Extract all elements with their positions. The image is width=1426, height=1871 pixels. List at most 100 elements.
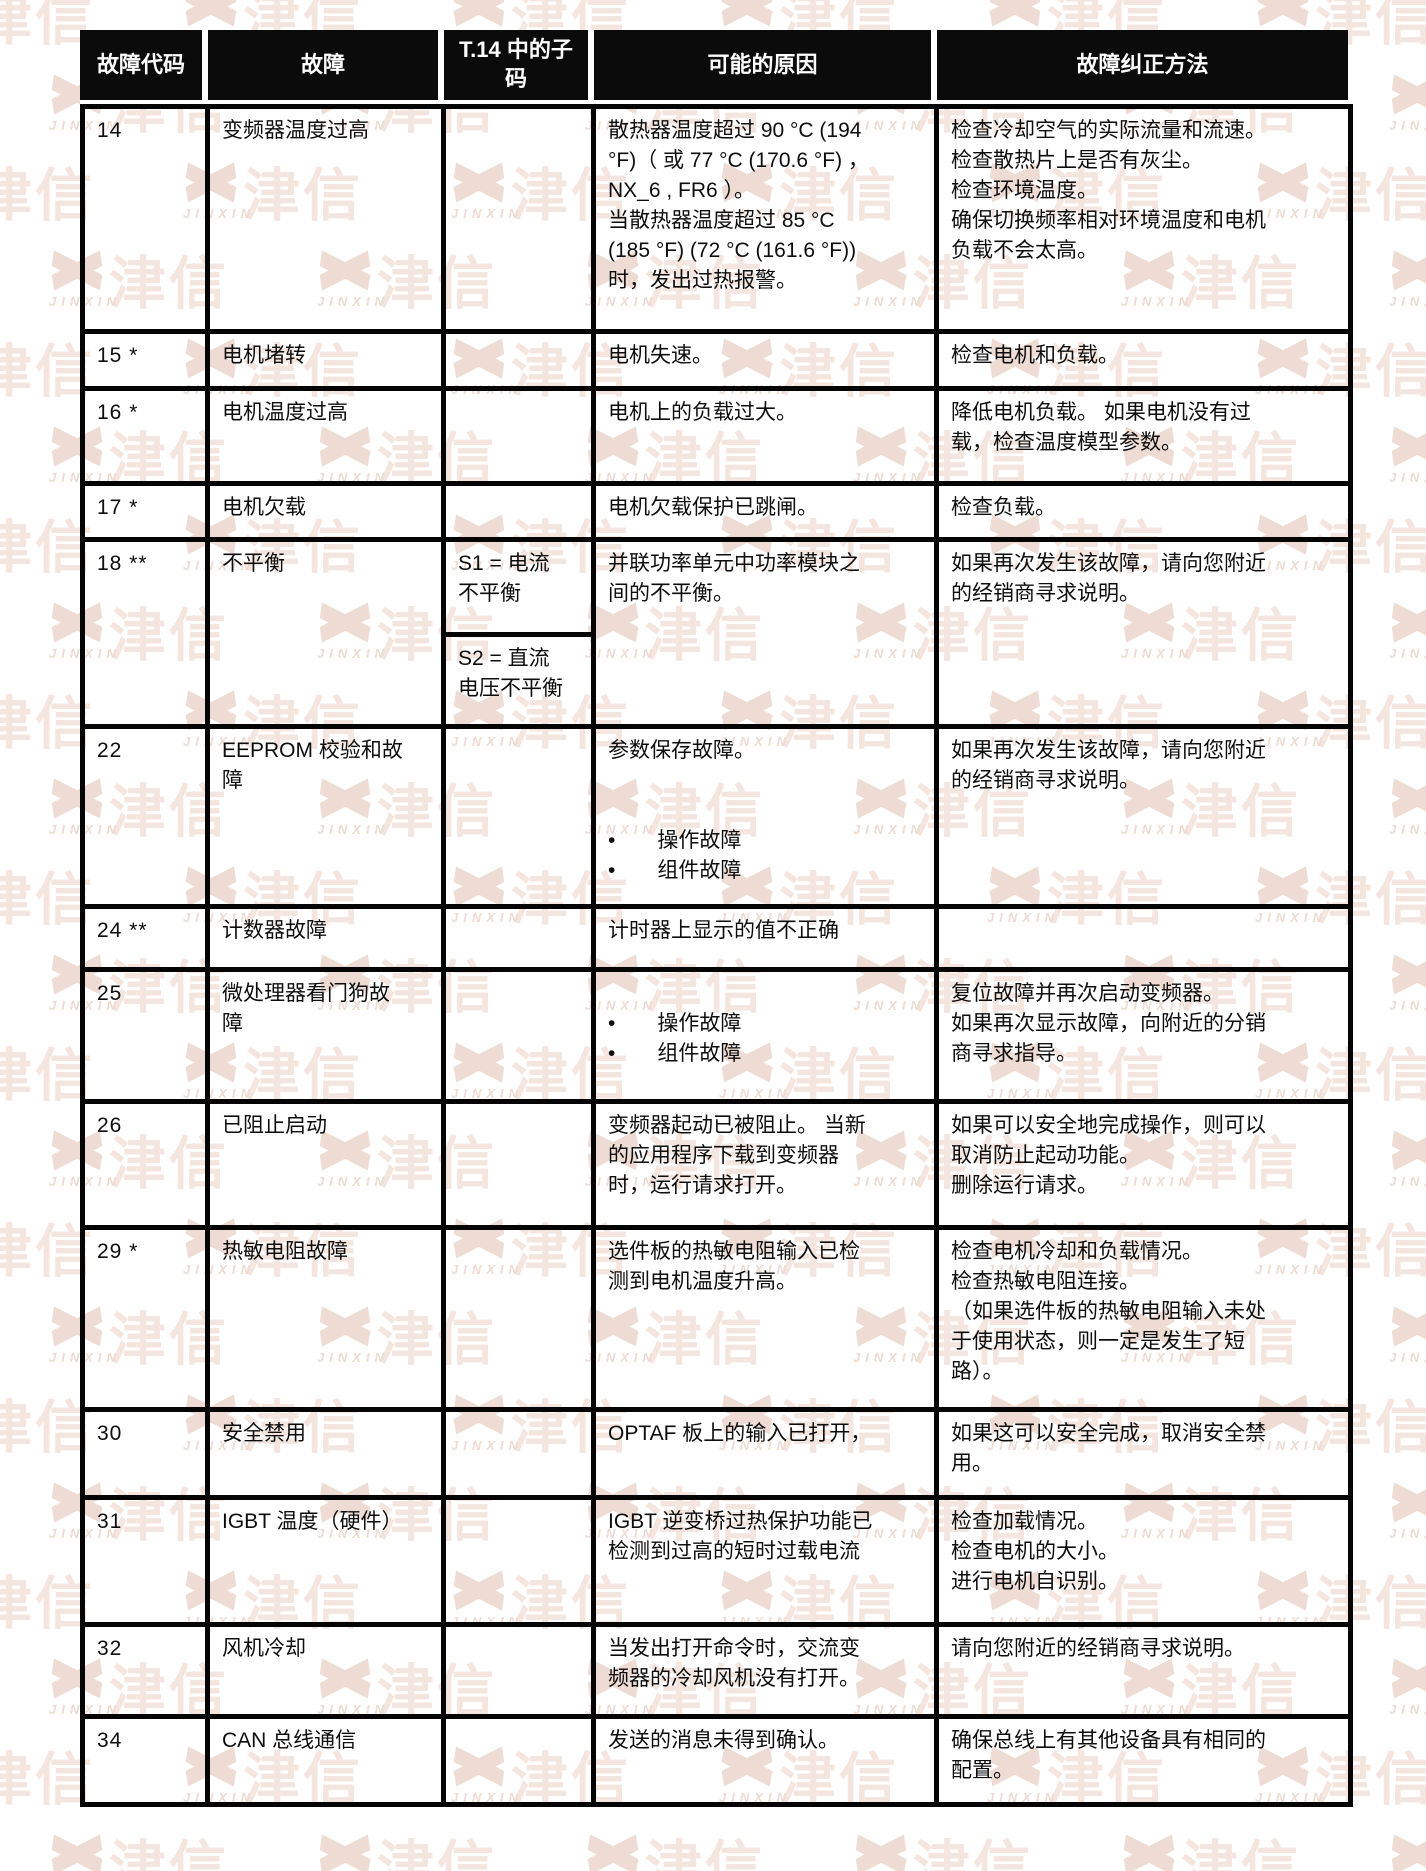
cell-fix: 检查电机冷却和负载情况。 检查热敏电阻连接。 （如果选件板的热敏电阻输入未处 于…: [934, 1225, 1353, 1412]
watermark-brand-cn: 津信: [645, 1836, 765, 1871]
header-fault: 故障: [208, 30, 438, 100]
cell-cause: • 操作故障 • 组件故障: [591, 967, 939, 1104]
table-row-24: 24 ** 计数器故障 计时器上显示的值不正确: [80, 904, 1353, 972]
table-row-15: 15 * 电机堵转 电机失速。 检查电机和负载。: [80, 329, 1353, 391]
cell-fault-code: 29 *: [80, 1225, 210, 1412]
cell-subcode-s2: S2 = 直流 电压不平衡: [441, 632, 596, 729]
cell-fault: 风机冷却: [205, 1622, 446, 1719]
cell-cause: 电机欠载保护已跳闸。: [591, 481, 939, 542]
cell-fault-code: 18 **: [80, 537, 210, 729]
header-cause: 可能的原因: [594, 30, 931, 100]
table-row-29: 29 * 热敏电阻故障 选件板的热敏电阻输入已检 测到电机温度升高。 检查电机冷…: [80, 1225, 1353, 1412]
jinxin-x-logo-icon: [451, 0, 507, 28]
jinxin-x-logo-icon: [1389, 952, 1426, 996]
watermark-brand-cn: 津信: [0, 1572, 95, 1636]
table-row-34: 34 CAN 总线通信 发送的消息未得到确认。 确保总线上有其他设备具有相同的 …: [80, 1714, 1353, 1807]
jinxin-x-logo-icon: [987, 0, 1043, 28]
watermark-brand-en: JINXIN: [1389, 1526, 1426, 1541]
cell-fix: 复位故障并再次启动变频器。 如果再次显示故障，向附近的分销 商寻求指导。: [934, 967, 1353, 1104]
watermark-brand-cn: 津信: [0, 1044, 95, 1108]
cell-subcode: [441, 967, 596, 1104]
jinxin-x-logo-icon: [1389, 1304, 1426, 1348]
watermark-brand-cn: 津信: [0, 0, 95, 52]
cell-fault-code: 22: [80, 724, 210, 909]
table-header-row: 故障代码 故障 T.14 中的子码 可能的原因 故障纠正方法: [80, 30, 1348, 104]
cell-fault-code: 15 *: [80, 329, 210, 391]
cell-fault-code: 26: [80, 1099, 210, 1230]
header-fault-code: 故障代码: [80, 30, 202, 100]
table-row-14: 14 变频器温度过高 散热器温度超过 90 °C (194 °F)（ 或 77 …: [80, 104, 1353, 334]
jinxin-x-logo-icon: [585, 1832, 641, 1871]
watermark-brand-en: JINXIN: [1389, 1174, 1426, 1189]
cell-cause: 电机失速。: [591, 329, 939, 391]
watermark-brand-cn: 津信: [0, 1396, 95, 1460]
watermark-brand-cn: 津信: [1181, 1836, 1301, 1871]
jinxin-x-logo-icon: [317, 1832, 373, 1871]
watermark-brand-cn: 津信: [0, 1220, 95, 1284]
jinxin-x-logo-icon: [1389, 248, 1426, 292]
watermark-brand-cn: 津信: [377, 1836, 497, 1871]
watermark-brand-en: JINXIN: [1389, 470, 1426, 485]
watermark-brand-cn: 津信: [0, 164, 95, 228]
cell-cause: 变频器起动已被阻止。 当新 的应用程序下载到变频器 时，运行请求打开。: [591, 1099, 939, 1230]
cell-fix: 检查负载。: [934, 481, 1353, 542]
cell-subcode: [441, 481, 596, 542]
watermark-brand-en: JINXIN: [1389, 118, 1426, 133]
watermark-brand-cn: 津信: [0, 340, 95, 404]
cell-fault: 电机堵转: [205, 329, 446, 391]
jinxin-x-logo-icon: [1389, 72, 1426, 116]
cell-fault-code: 30: [80, 1407, 210, 1500]
cell-fault: 微处理器看门狗故 障: [205, 967, 446, 1104]
jinxin-x-logo-icon: [1389, 600, 1426, 644]
jinxin-x-logo-icon: [1389, 1656, 1426, 1700]
cell-cause: 电机上的负载过大。: [591, 386, 939, 486]
jinxin-x-logo-icon: [1389, 1832, 1426, 1871]
watermark-brand-en: JINXIN: [1389, 646, 1426, 661]
jinxin-x-logo-icon: [183, 0, 239, 28]
table-row-30: 30 安全禁用 OPTAF 板上的输入已打开， 如果这可以安全完成，取消安全禁 …: [80, 1407, 1353, 1500]
cell-subcode-s1: S1 = 电流 不平衡: [441, 537, 596, 637]
jinxin-x-logo-icon: [1255, 0, 1311, 28]
cell-cause: 选件板的热敏电阻输入已检 测到电机温度升高。: [591, 1225, 939, 1412]
cell-fault-code: 25: [80, 967, 210, 1104]
cell-fault-code: 31: [80, 1495, 210, 1627]
table-row-22: 22 EEPROM 校验和故 障 参数保存故障。 • 操作故障 • 组件故障 如…: [80, 724, 1353, 909]
watermark-brand-en: JINXIN: [1389, 294, 1426, 309]
cell-subcode: [441, 104, 596, 334]
cell-cause: 计时器上显示的值不正确: [591, 904, 939, 972]
cell-fault: 计数器故障: [205, 904, 446, 972]
table-row-16: 16 * 电机温度过高 电机上的负载过大。 降低电机负载。 如果电机没有过 载，…: [80, 386, 1353, 486]
fault-code-table: 故障代码 故障 T.14 中的子码 可能的原因 故障纠正方法 14 变频器温度过…: [80, 30, 1353, 1807]
cell-fault: 变频器温度过高: [205, 104, 446, 334]
cell-cause: 当发出打开命令时，交流变 频器的冷却风机没有打开。: [591, 1622, 939, 1719]
watermark-brand-cn: 津信: [109, 1836, 229, 1871]
cell-fault: 热敏电阻故障: [205, 1225, 446, 1412]
watermark-brand-cn: 津信: [913, 1836, 1033, 1871]
watermark-brand-cn: 津信: [0, 1748, 95, 1812]
cell-fix: 降低电机负载。 如果电机没有过 载，检查温度模型参数。: [934, 386, 1353, 486]
watermark-brand-en: JINXIN: [1389, 822, 1426, 837]
cell-subcode: [441, 1225, 596, 1412]
cell-fix: [934, 904, 1353, 972]
jinxin-x-logo-icon: [1121, 1832, 1177, 1871]
